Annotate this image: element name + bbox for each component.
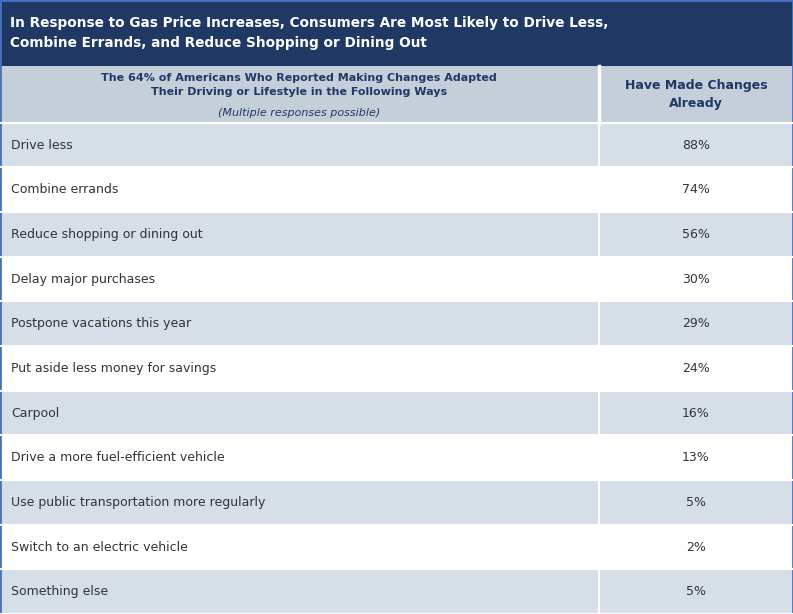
Text: Drive a more fuel-efficient vehicle: Drive a more fuel-efficient vehicle xyxy=(11,451,224,464)
Bar xyxy=(0,0,793,66)
Text: Use public transportation more regularly: Use public transportation more regularly xyxy=(11,496,266,509)
Bar xyxy=(0,569,793,614)
Text: 2%: 2% xyxy=(686,540,706,553)
Bar xyxy=(0,435,793,480)
Text: 24%: 24% xyxy=(682,362,710,375)
Text: 5%: 5% xyxy=(686,585,706,598)
Bar xyxy=(0,257,793,301)
Bar xyxy=(0,391,793,435)
Text: 16%: 16% xyxy=(682,406,710,419)
Text: 30%: 30% xyxy=(682,273,710,286)
Text: Carpool: Carpool xyxy=(11,406,59,419)
Text: Something else: Something else xyxy=(11,585,108,598)
Text: The 64% of Americans Who Reported Making Changes Adapted
Their Driving or Lifest: The 64% of Americans Who Reported Making… xyxy=(102,73,497,97)
Text: Reduce shopping or dining out: Reduce shopping or dining out xyxy=(11,228,203,241)
Text: Combine errands: Combine errands xyxy=(11,184,118,196)
Text: 74%: 74% xyxy=(682,184,710,196)
Text: 5%: 5% xyxy=(686,496,706,509)
Bar xyxy=(0,346,793,391)
Text: (Multiple responses possible): (Multiple responses possible) xyxy=(218,108,381,119)
Bar xyxy=(0,123,793,168)
Text: In Response to Gas Price Increases, Consumers Are Most Likely to Drive Less,
Com: In Response to Gas Price Increases, Cons… xyxy=(10,17,608,50)
Text: 56%: 56% xyxy=(682,228,710,241)
Text: Delay major purchases: Delay major purchases xyxy=(11,273,155,286)
Bar xyxy=(0,212,793,257)
Bar xyxy=(0,66,793,123)
Bar xyxy=(0,168,793,212)
Bar xyxy=(0,480,793,525)
Text: 29%: 29% xyxy=(682,317,710,330)
Text: Drive less: Drive less xyxy=(11,139,73,152)
Text: Have Made Changes
Already: Have Made Changes Already xyxy=(625,79,767,110)
Text: 88%: 88% xyxy=(682,139,710,152)
Bar xyxy=(0,525,793,569)
Text: Switch to an electric vehicle: Switch to an electric vehicle xyxy=(11,540,188,553)
Bar xyxy=(0,301,793,346)
Text: 13%: 13% xyxy=(682,451,710,464)
Text: Postpone vacations this year: Postpone vacations this year xyxy=(11,317,191,330)
Text: Put aside less money for savings: Put aside less money for savings xyxy=(11,362,216,375)
